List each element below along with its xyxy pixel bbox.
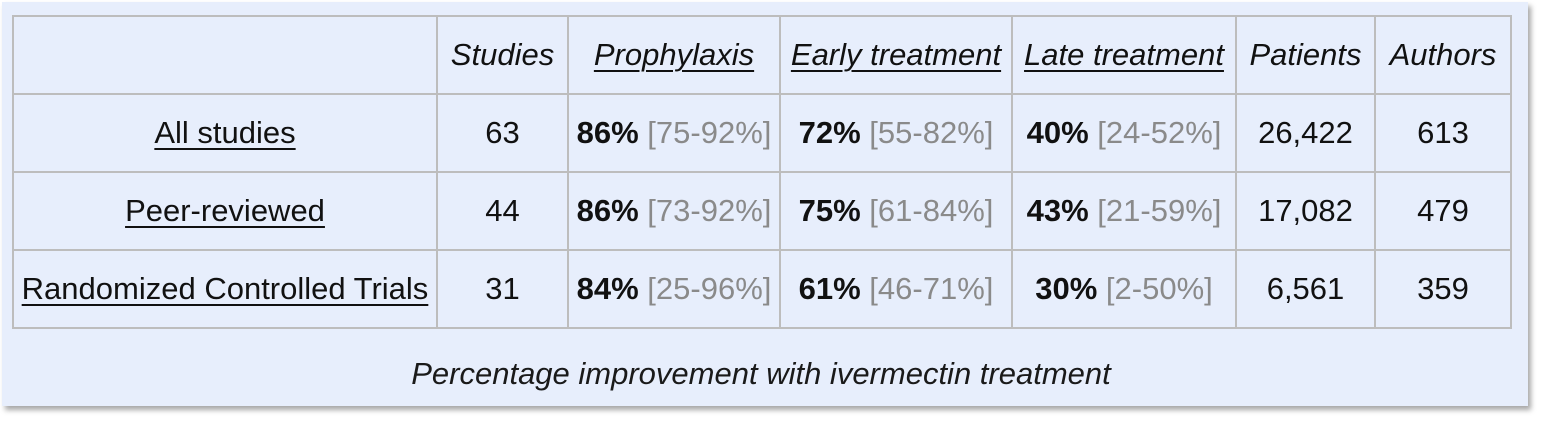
prophylaxis-ci: [25-96%]	[647, 271, 772, 306]
patients-count: 6,561	[1235, 249, 1376, 329]
early-percent: 61%	[798, 271, 861, 306]
prophylaxis-cell: 86% [75-92%]	[567, 93, 781, 173]
rct-link[interactable]: Randomized Controlled Trials	[21, 271, 429, 306]
early-ci: [46-71%]	[869, 271, 994, 306]
prophylaxis-percent: 86%	[576, 193, 639, 228]
late-percent: 40%	[1026, 115, 1089, 150]
row-label-cell: Randomized Controlled Trials	[12, 249, 438, 329]
header-studies: Studies	[436, 15, 569, 95]
prophylaxis-cell: 86% [73-92%]	[567, 171, 781, 251]
authors-count: 359	[1374, 249, 1512, 329]
studies-count: 63	[436, 93, 569, 173]
late-treatment-cell: 30% [2-50%]	[1011, 249, 1237, 329]
late-ci: [2-50%]	[1105, 271, 1213, 306]
prophylaxis-cell: 84% [25-96%]	[567, 249, 781, 329]
early-treatment-cell: 61% [46-71%]	[779, 249, 1013, 329]
early-percent: 72%	[798, 115, 861, 150]
late-percent: 43%	[1026, 193, 1089, 228]
late-treatment-link[interactable]: Late treatment	[1024, 37, 1224, 72]
authors-count: 479	[1374, 171, 1512, 251]
header-early-treatment: Early treatment	[779, 15, 1013, 95]
patients-count: 26,422	[1235, 93, 1376, 173]
header-prophylaxis: Prophylaxis	[567, 15, 781, 95]
prophylaxis-link[interactable]: Prophylaxis	[593, 37, 755, 72]
prophylaxis-percent: 86%	[576, 115, 639, 150]
early-percent: 75%	[798, 193, 861, 228]
header-corner-cell	[12, 15, 438, 95]
prophylaxis-ci: [73-92%]	[647, 193, 772, 228]
all-studies-link[interactable]: All studies	[154, 115, 296, 150]
table-caption: Percentage improvement with ivermectin t…	[411, 356, 1111, 391]
table-row: Randomized Controlled Trials 31 84% [25-…	[12, 249, 1512, 329]
late-percent: 30%	[1035, 271, 1098, 306]
early-ci: [61-84%]	[869, 193, 994, 228]
row-label-cell: Peer-reviewed	[12, 171, 438, 251]
table-row: Peer-reviewed 44 86% [73-92%] 75% [61-84…	[12, 171, 1512, 251]
results-table: Studies Prophylaxis Early treatment Late…	[12, 15, 1512, 329]
header-authors: Authors	[1374, 15, 1512, 95]
late-ci: [21-59%]	[1097, 193, 1222, 228]
authors-count: 613	[1374, 93, 1512, 173]
prophylaxis-ci: [75-92%]	[647, 115, 772, 150]
header-row: Studies Prophylaxis Early treatment Late…	[12, 15, 1512, 95]
studies-count: 44	[436, 171, 569, 251]
late-ci: [24-52%]	[1097, 115, 1222, 150]
early-treatment-cell: 72% [55-82%]	[779, 93, 1013, 173]
patients-count: 17,082	[1235, 171, 1376, 251]
early-treatment-link[interactable]: Early treatment	[790, 37, 1002, 72]
early-treatment-cell: 75% [61-84%]	[779, 171, 1013, 251]
early-ci: [55-82%]	[869, 115, 994, 150]
header-patients: Patients	[1235, 15, 1376, 95]
results-panel: Studies Prophylaxis Early treatment Late…	[2, 2, 1528, 406]
header-late-treatment: Late treatment	[1011, 15, 1237, 95]
studies-count: 31	[436, 249, 569, 329]
late-treatment-cell: 40% [24-52%]	[1011, 93, 1237, 173]
late-treatment-cell: 43% [21-59%]	[1011, 171, 1237, 251]
peer-reviewed-link[interactable]: Peer-reviewed	[125, 193, 325, 228]
row-label-cell: All studies	[12, 93, 438, 173]
prophylaxis-percent: 84%	[576, 271, 639, 306]
table-row: All studies 63 86% [75-92%] 72% [55-82%]…	[12, 93, 1512, 173]
